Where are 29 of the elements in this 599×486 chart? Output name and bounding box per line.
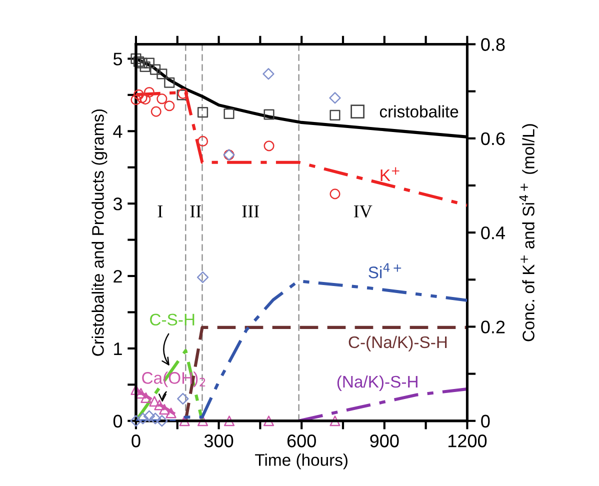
- series-label: (Na/K)-S-H: [337, 375, 418, 391]
- y-tick-label: 1: [114, 342, 122, 355]
- annotation: IV: [354, 205, 372, 218]
- annotation: I: [158, 205, 163, 218]
- y2-tick-label: 0.2: [481, 320, 505, 334]
- x-axis-title: Time (hours): [255, 454, 348, 470]
- series-label: C-S-H: [150, 314, 194, 326]
- x-tick-label: 0: [132, 434, 140, 448]
- x-tick-label: 1200: [448, 434, 487, 448]
- annotation: III: [242, 205, 259, 218]
- y-axis-title: Cristobalite and Products (grams): [92, 109, 108, 356]
- y-tick-label: 0: [113, 414, 122, 428]
- x-tick-label: 300: [204, 434, 234, 448]
- y-tick-label: 3: [113, 198, 122, 210]
- y2-axis-title: Conc. of K$^{+}$ and Si$^{4+}$ (mol/L): [519, 124, 538, 342]
- legend-label: cristobalite: [380, 105, 458, 118]
- x-tick-label: 900: [370, 434, 399, 448]
- annotation: II: [190, 205, 201, 218]
- y-tick-label: 5: [113, 52, 122, 66]
- series-label: C-(Na/K)-S-H: [348, 336, 447, 352]
- y2-tick-label: 0: [481, 414, 490, 428]
- y2-tick-label: 0.6: [481, 132, 505, 146]
- series-label: Si$^{4+}$: [368, 263, 402, 278]
- y2-tick-label: 0.4: [481, 226, 505, 240]
- y-tick-label: 2: [114, 270, 122, 283]
- y-tick-label: 4: [113, 125, 122, 138]
- x-tick-label: 600: [287, 434, 316, 448]
- series-label: K$^{+}$: [380, 167, 400, 181]
- y2-tick-label: 0.8: [481, 38, 505, 51]
